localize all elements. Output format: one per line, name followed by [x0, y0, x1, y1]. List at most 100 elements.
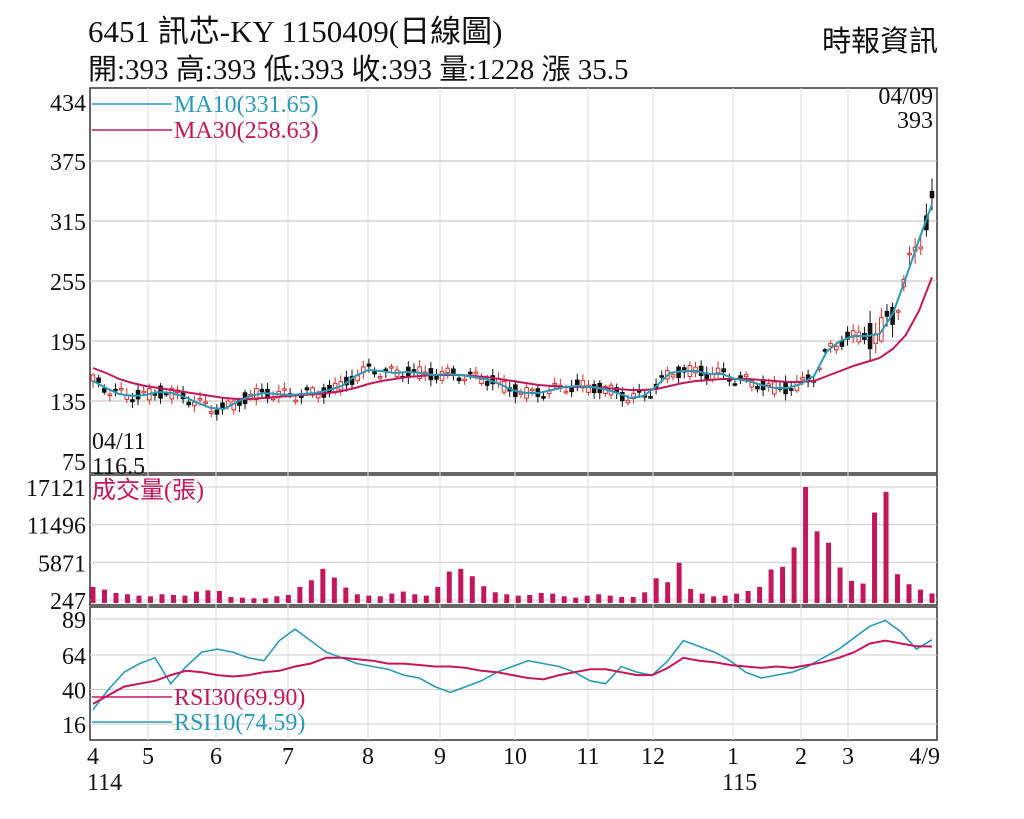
month-tick-label: 12 — [641, 744, 665, 770]
volume-bar — [389, 593, 395, 603]
candle-body — [411, 369, 417, 372]
volume-bar — [113, 592, 119, 603]
candle-body — [293, 399, 299, 403]
volume-bar — [285, 594, 291, 603]
volume-bar — [849, 580, 855, 603]
volume-bar — [711, 596, 717, 603]
volume-bar — [412, 594, 418, 603]
candle-body — [366, 363, 372, 367]
volume-bar — [481, 586, 487, 603]
volume-bar — [147, 596, 153, 603]
volume-bar — [193, 591, 199, 603]
chart-title: 6451 訊芯-KY 1150409(日線圖) — [88, 14, 503, 49]
rsi30-legend-label: RSI30(69.90) — [174, 685, 305, 711]
candle-body — [372, 371, 377, 375]
volume-bar — [722, 595, 728, 603]
volume-bar — [124, 594, 130, 603]
low-date-label: 04/11 — [92, 429, 146, 455]
volume-bar — [492, 592, 498, 603]
candle-body — [473, 371, 479, 375]
volume-bar — [458, 568, 464, 603]
ma30-legend-label: MA30(258.63) — [174, 118, 319, 144]
legends: MA10(331.65)MA30(258.63) 成交量(張) RSI30(69.9… — [92, 92, 319, 736]
volume-bar — [906, 584, 912, 603]
candle-body — [732, 383, 738, 386]
volume-bar — [274, 596, 280, 603]
price-tick-label: 195 — [50, 330, 86, 356]
price-tick-label: 434 — [50, 91, 86, 117]
candle-body — [648, 396, 653, 399]
candle-body — [670, 374, 676, 378]
volume-bar — [676, 562, 682, 603]
high-value-label: 393 — [897, 108, 933, 134]
rsi-tick-label: 64 — [62, 644, 86, 670]
candle-body — [107, 393, 113, 397]
high-date-label: 04/09 — [878, 84, 933, 110]
price-tick-label: 315 — [50, 210, 86, 236]
volume-bar — [665, 582, 671, 603]
volume-bar — [918, 589, 924, 603]
volume-bar — [101, 589, 107, 603]
candle-body — [788, 388, 794, 391]
candle-body — [586, 384, 591, 393]
volume-frame — [89, 474, 938, 606]
volume-bar — [320, 568, 326, 603]
candle-body — [130, 399, 135, 403]
volume-bar — [377, 596, 383, 603]
month-tick-label: 9 — [434, 744, 446, 770]
year-label: 114 — [87, 770, 122, 796]
month-tick-label: 6 — [210, 744, 222, 770]
candle-body — [214, 409, 220, 415]
volume-bar — [435, 586, 441, 603]
candle-body — [490, 375, 496, 385]
price-tick-label: 75 — [62, 450, 86, 476]
volume-bar — [515, 595, 521, 603]
candle-body — [484, 381, 490, 386]
volume-bar — [573, 597, 579, 603]
price-tick-label: 255 — [50, 270, 86, 296]
volume-tick-label: 5871 — [38, 551, 86, 577]
ma10-line — [92, 204, 933, 411]
candle-body — [721, 368, 726, 373]
candle-body — [445, 367, 451, 373]
volume-bar — [504, 594, 510, 603]
volume-title: 成交量(張) — [92, 477, 204, 504]
candle-body — [738, 375, 743, 379]
volume-bar — [239, 597, 245, 603]
volume-bar — [596, 594, 602, 603]
month-tick-label: 3 — [842, 744, 854, 770]
month-tick-label: 10 — [503, 744, 527, 770]
candle-body — [304, 387, 310, 391]
volume-bar — [757, 586, 763, 603]
candle-body — [833, 345, 839, 351]
candle-body — [208, 410, 214, 414]
candle-body — [113, 388, 118, 392]
volume-bar — [642, 592, 648, 603]
candle-body — [563, 390, 569, 394]
candle-body — [186, 401, 192, 406]
volume-bar — [297, 586, 303, 603]
volume-bar — [895, 574, 901, 603]
rsi-tick-label: 89 — [62, 608, 86, 634]
ma10-legend-label: MA10(331.65) — [174, 92, 319, 118]
candle-body — [552, 382, 558, 386]
candle-body — [377, 376, 383, 379]
volume-bar — [653, 578, 659, 603]
volume-bar — [400, 591, 406, 603]
volume-bar — [872, 512, 878, 603]
candle-body — [90, 374, 96, 382]
volume-bar — [688, 588, 694, 603]
rsi10-line — [92, 619, 933, 711]
rsi-panel — [92, 619, 933, 711]
volume-bar — [699, 593, 705, 603]
candle-body — [766, 383, 772, 386]
volume-bar — [228, 596, 234, 603]
candle-body — [479, 378, 484, 385]
volume-bar — [251, 598, 257, 603]
volume-bar — [791, 547, 797, 603]
volume-bar — [262, 598, 268, 603]
candle-body — [749, 379, 755, 388]
